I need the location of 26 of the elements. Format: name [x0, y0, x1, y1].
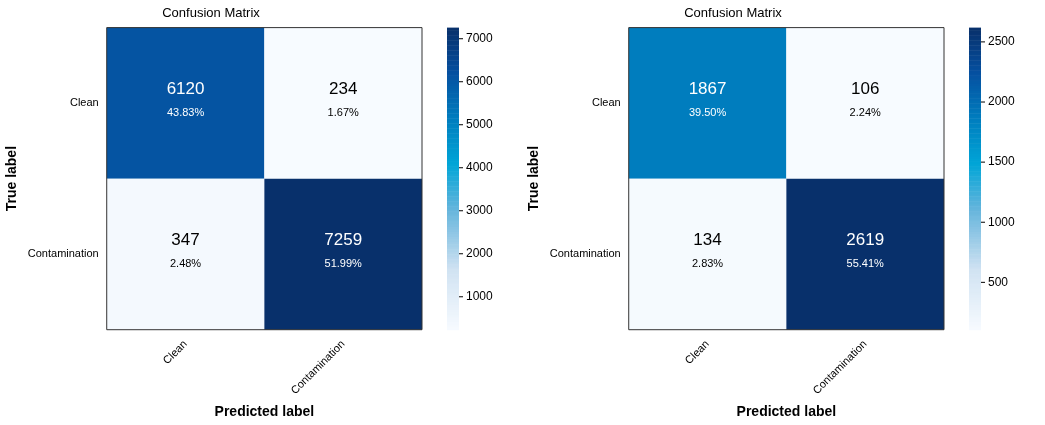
color-bar-label: 1000 [988, 214, 1016, 229]
chart-title: Confusion Matrix [162, 5, 261, 21]
data-label: 7259 51.99% [324, 229, 363, 270]
data-label: 347 2.48% [169, 229, 202, 270]
color-bar-label: 2500 [988, 34, 1016, 49]
x-axis-title: Predicted label [736, 403, 837, 420]
data-label: 1867 39.50% [688, 78, 727, 119]
x-axis-title: Predicted label [214, 403, 315, 420]
color-bar-label: 4000 [466, 160, 494, 175]
color-bar-label: 1000 [466, 289, 494, 304]
color-bar-label: 500 [988, 274, 1009, 289]
color-bar-label: 1500 [988, 154, 1016, 169]
data-label: 6120 43.83% [166, 78, 205, 119]
color-bar-label: 3000 [466, 203, 494, 218]
color-bar-label: 2000 [988, 94, 1016, 109]
color-bar-label: 2000 [466, 246, 494, 261]
color-bar-label: 7000 [466, 31, 494, 46]
data-label: 134 2.83% [691, 229, 724, 270]
color-bar-label: 5000 [466, 117, 494, 132]
y-axis-title: True label [3, 145, 20, 212]
data-label: 234 1.67% [327, 78, 359, 119]
data-label: 106 2.24% [849, 78, 881, 119]
chart-title: Confusion Matrix [684, 5, 783, 21]
y-axis-title: True label [525, 145, 542, 212]
color-bar-label: 6000 [466, 74, 494, 89]
data-label: 2619 55.41% [846, 229, 885, 270]
